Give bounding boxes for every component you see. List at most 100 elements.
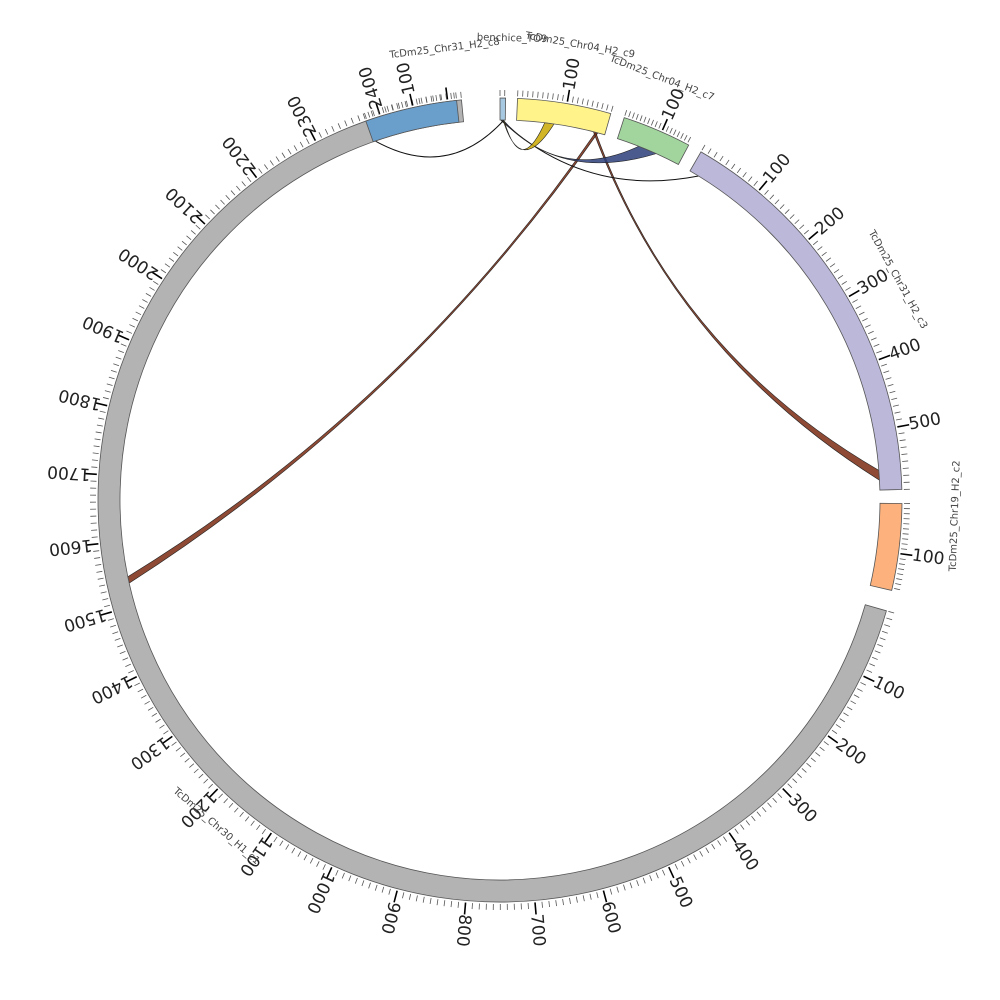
tick-minor	[152, 280, 159, 285]
tick-label: 600	[597, 899, 625, 935]
tick-minor	[789, 214, 795, 219]
tick-major	[534, 902, 537, 915]
tick-minor	[306, 138, 310, 145]
tick-minor	[145, 293, 152, 297]
tick-minor	[891, 397, 898, 400]
tick-minor	[693, 854, 697, 861]
tick-minor	[894, 588, 901, 591]
tick-minor	[707, 148, 712, 154]
tick-minor	[837, 274, 844, 279]
tick-minor	[674, 863, 679, 870]
tick-minor	[228, 802, 234, 808]
tick-minor	[287, 148, 292, 155]
tick-minor	[203, 778, 209, 784]
tick-label: 100	[759, 150, 795, 188]
labels-layer: 1002003004005006007008009001000110012001…	[47, 30, 963, 947]
link-ribbon	[502, 119, 555, 151]
tick-minor	[673, 129, 677, 136]
tick-minor	[195, 224, 201, 230]
tick-major	[326, 866, 333, 879]
tick-minor	[562, 899, 564, 906]
tick-minor	[725, 159, 730, 166]
tick-minor	[774, 199, 780, 205]
tick-minor	[779, 204, 785, 210]
tick-major	[900, 552, 913, 557]
tick-major	[117, 334, 130, 341]
tick-minor	[596, 101, 599, 108]
tick-label: 1500	[61, 604, 108, 635]
tick-minor	[853, 694, 860, 698]
tick-minor	[164, 263, 171, 268]
tick-minor	[244, 816, 250, 822]
tick-minor	[833, 269, 840, 274]
tick-minor	[900, 446, 907, 449]
link-line	[375, 119, 505, 158]
tick-minor	[829, 263, 836, 268]
tick-minor	[440, 94, 443, 101]
tick-major	[897, 423, 910, 428]
tick-minor	[895, 418, 902, 421]
tick-minor	[239, 811, 244, 818]
tick-minor	[256, 824, 261, 831]
tick-minor	[173, 251, 179, 257]
tick-minor	[93, 445, 100, 448]
tick-minor	[879, 637, 886, 641]
tick-minor	[316, 861, 320, 867]
tick-minor	[142, 299, 148, 303]
tick-label: 2300	[284, 92, 322, 140]
tick-label: 1800	[57, 384, 104, 414]
tick-minor	[680, 860, 685, 867]
tick-minor	[794, 219, 800, 225]
tick-major	[827, 735, 839, 744]
tick-minor	[115, 356, 122, 360]
tick-minor	[377, 108, 380, 115]
tick-minor	[845, 286, 851, 291]
tick-minor	[460, 91, 462, 98]
tick-major	[309, 129, 317, 142]
tick-minor	[606, 104, 609, 111]
tick-minor	[450, 901, 453, 908]
segment-chr31a	[365, 99, 460, 143]
tick-minor	[713, 152, 718, 158]
tick-major	[248, 167, 258, 179]
tick-label: 700	[526, 913, 549, 947]
tick-minor	[683, 134, 688, 141]
tick-minor	[705, 847, 710, 854]
tick-minor	[381, 107, 385, 114]
tick-minor	[119, 650, 126, 654]
tick-minor	[654, 121, 658, 128]
tick-minor	[450, 92, 452, 99]
tick-minor	[902, 533, 909, 535]
tick-minor	[868, 330, 874, 335]
tick-minor	[898, 568, 905, 571]
tick-minor	[596, 892, 599, 899]
tick-minor	[632, 112, 635, 119]
tick-major	[84, 472, 97, 476]
tick-minor	[846, 706, 853, 711]
tick-minor	[852, 299, 858, 303]
tick-minor	[821, 251, 827, 257]
tick-minor	[94, 557, 101, 559]
tick-minor	[823, 741, 829, 746]
tick-minor	[425, 96, 428, 103]
tick-minor	[723, 836, 728, 842]
tick-minor	[97, 577, 104, 580]
tick-minor	[866, 669, 873, 673]
tick-minor	[177, 246, 183, 251]
tick-minor	[108, 376, 115, 380]
tick-minor	[405, 100, 409, 107]
tick-major	[263, 832, 272, 844]
tick-minor	[803, 229, 809, 235]
tick-minor	[649, 875, 653, 881]
tick-major	[463, 902, 467, 915]
tick-minor	[181, 240, 187, 246]
tick-label: 1400	[88, 671, 136, 708]
tick-major	[95, 402, 108, 407]
tick-minor	[112, 631, 119, 635]
tick-minor	[128, 670, 134, 674]
tick-minor	[401, 101, 404, 108]
tick-label: 200	[811, 203, 849, 239]
tick-minor	[869, 663, 876, 667]
tick-minor	[118, 350, 124, 354]
tick-minor	[361, 880, 365, 887]
